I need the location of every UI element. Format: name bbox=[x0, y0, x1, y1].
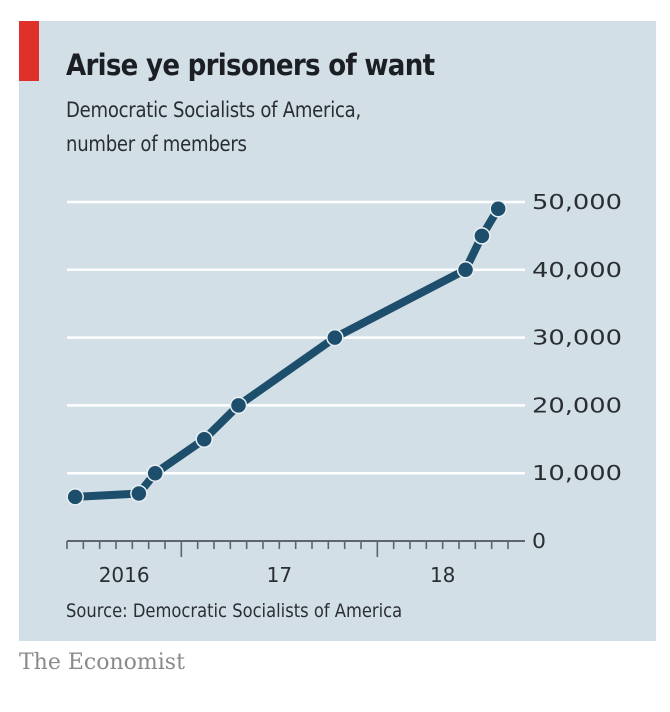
data-point bbox=[66, 488, 84, 506]
data-point bbox=[229, 396, 248, 415]
data-point bbox=[473, 227, 491, 245]
data-point bbox=[489, 200, 507, 218]
data-point bbox=[195, 430, 213, 449]
series-points bbox=[66, 200, 507, 506]
series-line-path bbox=[71, 204, 503, 501]
data-point bbox=[146, 464, 164, 482]
gridlines bbox=[67, 200, 525, 475]
series-line bbox=[71, 204, 503, 501]
y-tick-label: 50,000 bbox=[532, 190, 622, 214]
y-axis-labels: 0 10,000 20,000 30,000 40,000 50,000 bbox=[532, 190, 622, 553]
x-tick-label: 17 bbox=[267, 563, 292, 587]
publisher-brand: The Economist bbox=[19, 650, 185, 675]
source-note: Source: Democratic Socialists of America bbox=[66, 600, 403, 622]
data-point bbox=[326, 328, 344, 347]
x-axis-labels: 2016 17 18 bbox=[99, 563, 456, 587]
data-point bbox=[130, 484, 148, 503]
x-axis bbox=[66, 540, 525, 557]
y-tick-label: 0 bbox=[532, 529, 546, 553]
y-tick-label: 20,000 bbox=[532, 393, 622, 417]
chart-subtitle-line1: Democratic Socialists of America, bbox=[66, 98, 361, 122]
y-tick-label: 40,000 bbox=[532, 258, 622, 282]
y-tick-label: 30,000 bbox=[532, 326, 622, 350]
chart-title: Arise ye prisoners of want bbox=[66, 48, 435, 82]
chart-subtitle-line2: number of members bbox=[66, 132, 247, 156]
x-tick-label: 18 bbox=[430, 563, 455, 587]
data-point bbox=[456, 261, 475, 279]
y-tick-label: 10,000 bbox=[532, 461, 622, 485]
accent-bar bbox=[19, 21, 39, 81]
x-tick-label: 2016 bbox=[99, 563, 150, 587]
